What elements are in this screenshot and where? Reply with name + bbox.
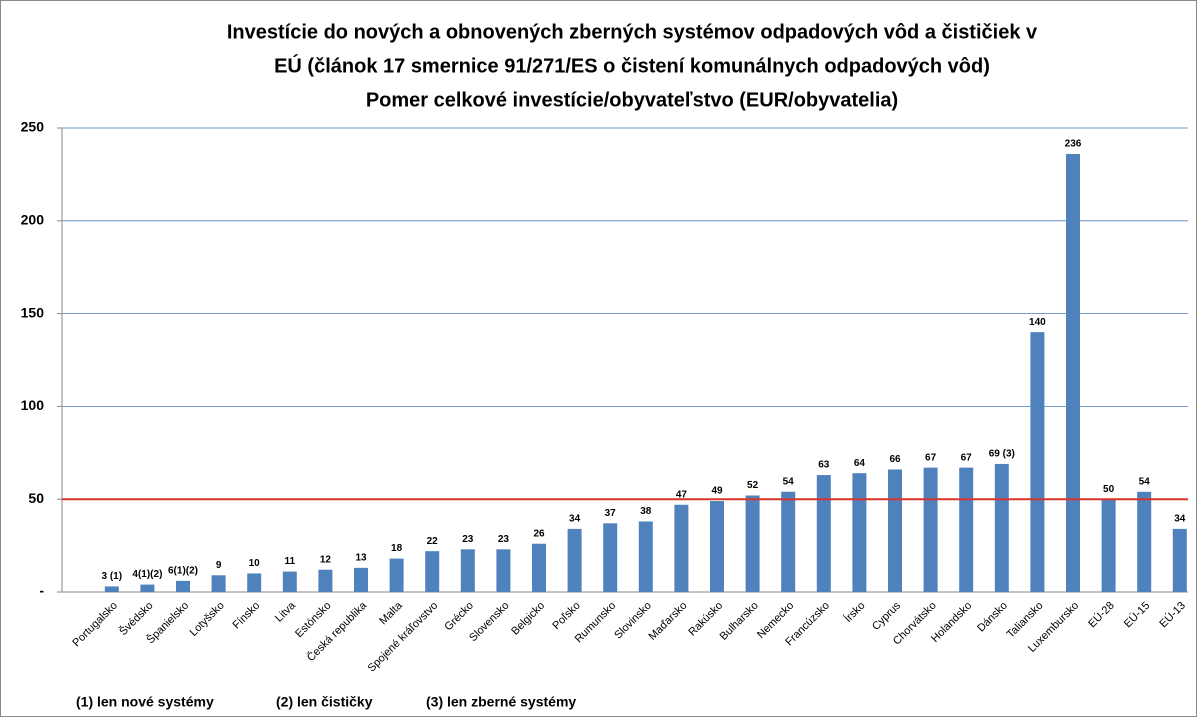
bar <box>318 569 333 592</box>
value-label: 10 <box>249 558 261 569</box>
bar <box>816 475 831 592</box>
value-label: 13 <box>355 553 367 564</box>
value-label: 12 <box>320 554 332 565</box>
bar <box>994 463 1009 592</box>
chart-title: Pomer celkové investície/obyvateľstvo (E… <box>366 89 898 111</box>
value-label: 34 <box>1174 514 1186 525</box>
bar <box>140 584 155 592</box>
bar <box>1030 332 1045 592</box>
value-label: 69 (3) <box>989 449 1015 460</box>
bar <box>1101 499 1116 592</box>
value-label: 236 <box>1065 139 1082 150</box>
bar <box>1172 528 1187 592</box>
bar <box>389 558 404 592</box>
y-tick-label: 100 <box>21 397 45 413</box>
y-tick-label: 150 <box>21 304 45 320</box>
bar <box>674 504 689 592</box>
value-label: 23 <box>498 534 510 545</box>
value-label: 37 <box>605 508 617 519</box>
value-label: 47 <box>676 489 688 500</box>
value-label: 11 <box>285 556 296 567</box>
bar <box>532 543 546 592</box>
bar <box>282 571 297 592</box>
value-label: 9 <box>216 560 222 571</box>
footnote: (2) len čističky <box>276 694 373 710</box>
value-label: 26 <box>533 528 545 539</box>
value-label: 67 <box>961 452 973 463</box>
value-label: 54 <box>1139 476 1151 487</box>
value-label: 52 <box>747 480 759 491</box>
bar <box>781 491 796 592</box>
y-tick-label: - <box>39 583 44 599</box>
value-label: 67 <box>925 452 937 463</box>
bar <box>1137 491 1152 592</box>
value-label: 4(1)(2) <box>132 569 162 580</box>
bar <box>176 580 190 592</box>
y-tick-label: 200 <box>21 212 45 228</box>
value-label: 6(1)(2) <box>168 566 198 577</box>
bar <box>710 501 724 592</box>
bar <box>104 586 119 592</box>
bar <box>496 549 511 592</box>
bar <box>959 467 974 592</box>
value-label: 54 <box>783 476 795 487</box>
bar <box>745 495 760 592</box>
value-label: 49 <box>711 486 723 497</box>
chart-title: EÚ (článok 17 smernice 91/271/ES o čiste… <box>274 53 990 77</box>
bar <box>603 523 618 592</box>
bar <box>852 473 867 592</box>
bar <box>1066 153 1080 592</box>
bar <box>888 469 902 592</box>
value-label: 18 <box>391 543 403 554</box>
bar <box>425 551 440 592</box>
value-label: 63 <box>818 460 830 471</box>
y-tick-label: 50 <box>28 490 44 506</box>
bar <box>211 575 226 592</box>
value-label: 22 <box>427 536 439 547</box>
value-label: 140 <box>1029 317 1046 328</box>
value-label: 3 (1) <box>102 571 123 582</box>
y-tick-label: 250 <box>21 119 45 135</box>
value-label: 64 <box>854 458 866 469</box>
value-label: 50 <box>1103 484 1115 495</box>
bar <box>638 521 653 592</box>
value-label: 66 <box>889 454 901 465</box>
footnote: (1) len nové systémy <box>76 694 214 710</box>
bar <box>460 549 475 592</box>
bar <box>247 573 262 592</box>
value-label: 38 <box>640 506 652 517</box>
bar <box>923 467 938 592</box>
chart-title: Investície do nových a obnovených zberný… <box>227 21 1038 43</box>
value-label: 23 <box>462 534 474 545</box>
bar <box>567 528 582 592</box>
bar <box>354 567 368 592</box>
footnote: (3) len zberné systémy <box>426 694 576 710</box>
value-label: 34 <box>569 514 581 525</box>
